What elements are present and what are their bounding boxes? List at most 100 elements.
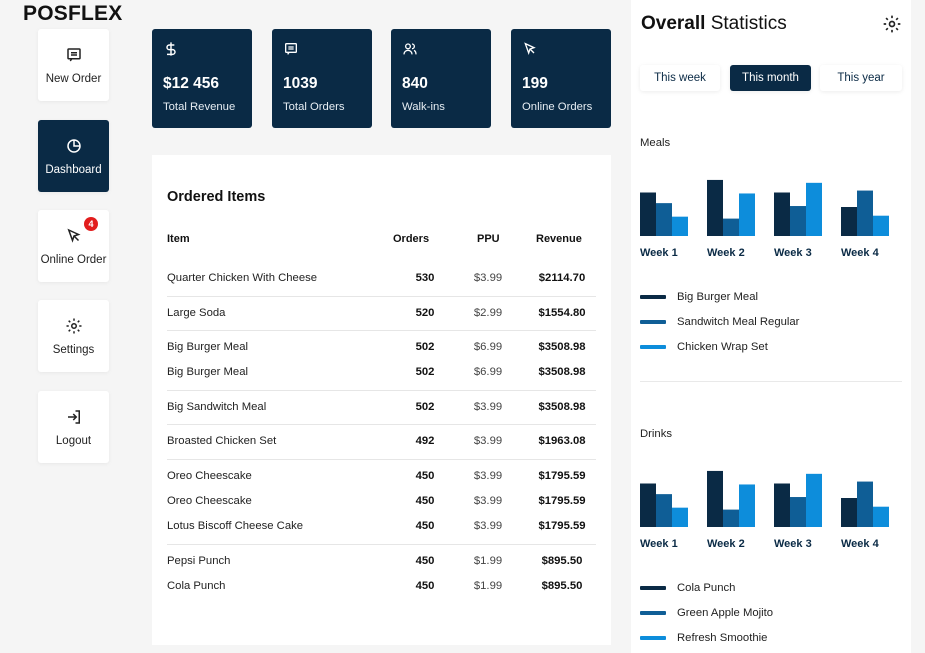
x-tick-label: Week 3 bbox=[774, 247, 812, 259]
x-tick-label: Week 1 bbox=[640, 247, 678, 259]
bar-cola-punch-week-2 bbox=[707, 470, 723, 527]
gear-icon[interactable] bbox=[882, 14, 902, 34]
cell-revenue: $895.50 bbox=[541, 555, 583, 567]
cell-orders: 450 bbox=[415, 495, 435, 507]
statistics-panel: Overall Statistics This week This month … bbox=[631, 0, 911, 653]
bar-green-apple-mojito-week-4 bbox=[857, 481, 873, 527]
cell-revenue: $1795.59 bbox=[538, 470, 586, 482]
nav-label: New Order bbox=[45, 72, 102, 85]
cell-item: Large Soda bbox=[167, 307, 226, 319]
table-row[interactable]: Quarter Chicken With Cheese 530 $3.99 $2… bbox=[167, 266, 596, 291]
drinks-chart-title: Drinks bbox=[640, 428, 673, 440]
table-row[interactable]: Large Soda 520 $2.99 $1554.80 bbox=[167, 301, 596, 326]
row-divider bbox=[167, 544, 596, 545]
legend-swatch bbox=[640, 611, 666, 615]
cell-orders: 450 bbox=[415, 520, 435, 532]
notification-badge: 4 bbox=[84, 217, 98, 231]
stat-value: 840 bbox=[402, 75, 428, 92]
cell-ppu: $6.99 bbox=[473, 341, 503, 353]
legend-item: Green Apple Mojito bbox=[640, 605, 773, 621]
cell-ppu: $3.99 bbox=[473, 401, 503, 413]
bar-sandwitch-meal-regular-week-1 bbox=[656, 203, 672, 236]
legend-swatch bbox=[640, 636, 666, 640]
table-row[interactable]: Oreo Cheescake 450 $3.99 $1795.59 bbox=[167, 489, 596, 514]
bar-cola-punch-week-3 bbox=[774, 483, 790, 527]
x-tick-label: Week 1 bbox=[640, 538, 678, 550]
cell-ppu: $3.99 bbox=[473, 435, 503, 447]
legend-label: Cola Punch bbox=[677, 582, 736, 594]
table-row[interactable]: Lotus Biscoff Cheese Cake 450 $3.99 $179… bbox=[167, 514, 596, 539]
cell-orders: 450 bbox=[415, 580, 435, 592]
table-row[interactable]: Big Burger Meal 502 $6.99 $3508.98 bbox=[167, 360, 596, 385]
cell-item: Big Burger Meal bbox=[167, 366, 248, 378]
cell-ppu: $3.99 bbox=[473, 272, 503, 284]
cell-item: Oreo Cheescake bbox=[167, 495, 252, 507]
table-row[interactable]: Cola Punch 450 $1.99 $895.50 bbox=[167, 574, 596, 599]
legend-swatch bbox=[640, 295, 666, 299]
nav-logout[interactable]: Logout bbox=[38, 391, 109, 463]
cell-orders: 450 bbox=[415, 555, 435, 567]
cell-item: Oreo Cheescake bbox=[167, 470, 252, 482]
table-row[interactable]: Oreo Cheescake 450 $3.99 $1795.59 bbox=[167, 464, 596, 489]
bar-big-burger-meal-week-1 bbox=[640, 192, 656, 236]
drinks-bar-chart: Week 1 Week 2 Week 3 Week 4 bbox=[640, 470, 889, 550]
cell-orders: 450 bbox=[415, 470, 435, 482]
tab-this-week[interactable]: This week bbox=[640, 65, 720, 91]
bar-sandwitch-meal-regular-week-4 bbox=[857, 190, 873, 236]
bar-cola-punch-week-1 bbox=[640, 483, 656, 527]
bar-refresh-smoothie-week-1 bbox=[672, 507, 688, 527]
tab-this-year[interactable]: This year bbox=[820, 65, 902, 91]
x-tick-label: Week 2 bbox=[707, 247, 745, 259]
pie-chart-icon bbox=[66, 138, 81, 153]
cell-item: Big Sandwitch Meal bbox=[167, 401, 267, 413]
tab-this-month[interactable]: This month bbox=[730, 65, 811, 91]
cursor-icon bbox=[66, 228, 81, 243]
column-header-orders: Orders bbox=[393, 233, 430, 245]
stat-card-revenue: $12 456 Total Revenue bbox=[152, 29, 252, 128]
legend-swatch bbox=[640, 586, 666, 590]
nav-dashboard[interactable]: Dashboard bbox=[38, 120, 109, 192]
stat-label: Online Orders bbox=[522, 101, 593, 113]
title-bold: Overall bbox=[641, 13, 706, 34]
stat-card-walkins: 840 Walk-ins bbox=[391, 29, 491, 128]
legend-item: Chicken Wrap Set bbox=[640, 339, 768, 355]
stat-value: $12 456 bbox=[163, 75, 220, 92]
app-logo: POSFLEX bbox=[23, 2, 123, 25]
dollar-icon bbox=[166, 42, 176, 56]
row-divider bbox=[167, 424, 596, 425]
bar-cola-punch-week-4 bbox=[841, 498, 857, 527]
cell-ppu: $3.99 bbox=[473, 495, 503, 507]
table-row[interactable]: Broasted Chicken Set 492 $3.99 $1963.08 bbox=[167, 429, 596, 454]
cell-revenue: $3508.98 bbox=[538, 366, 586, 378]
meals-bar-chart: Week 1 Week 2 Week 3 Week 4 bbox=[640, 179, 889, 259]
cell-ppu: $1.99 bbox=[473, 580, 503, 592]
stat-card-online-orders: 199 Online Orders bbox=[511, 29, 611, 128]
bar-green-apple-mojito-week-2 bbox=[723, 509, 739, 527]
table-row[interactable]: Pepsi Punch 450 $1.99 $895.50 bbox=[167, 549, 596, 574]
cell-item: Big Burger Meal bbox=[167, 341, 248, 353]
table-row[interactable]: Big Burger Meal 502 $6.99 $3508.98 bbox=[167, 335, 596, 360]
column-header-item: Item bbox=[167, 233, 190, 245]
legend-label: Big Burger Meal bbox=[677, 291, 758, 303]
row-divider bbox=[167, 390, 596, 391]
bar-chicken-wrap-set-week-4 bbox=[873, 215, 889, 236]
cell-ppu: $1.99 bbox=[473, 555, 503, 567]
bar-sandwitch-meal-regular-week-3 bbox=[790, 206, 806, 236]
legend-label: Chicken Wrap Set bbox=[677, 341, 768, 353]
cell-ppu: $2.99 bbox=[473, 307, 503, 319]
table-row[interactable]: Big Sandwitch Meal 502 $3.99 $3508.98 bbox=[167, 395, 596, 420]
legend-label: Sandwitch Meal Regular bbox=[677, 316, 800, 328]
legend-label: Refresh Smoothie bbox=[677, 632, 768, 644]
nav-new-order[interactable]: New Order bbox=[38, 29, 109, 101]
legend-item: Big Burger Meal bbox=[640, 289, 758, 305]
legend-label: Green Apple Mojito bbox=[677, 607, 774, 619]
nav-online-order[interactable]: 4 Online Order bbox=[38, 210, 109, 282]
cell-revenue: $1554.80 bbox=[538, 307, 586, 319]
ordered-items-panel: Ordered Items Item Orders PPU Revenue Qu… bbox=[152, 155, 611, 645]
stat-value: 1039 bbox=[283, 75, 318, 92]
nav-settings[interactable]: Settings bbox=[38, 300, 109, 372]
bar-sandwitch-meal-regular-week-2 bbox=[723, 218, 739, 236]
legend-item: Sandwitch Meal Regular bbox=[640, 314, 799, 330]
logout-icon bbox=[67, 409, 80, 424]
section-divider bbox=[640, 381, 902, 382]
